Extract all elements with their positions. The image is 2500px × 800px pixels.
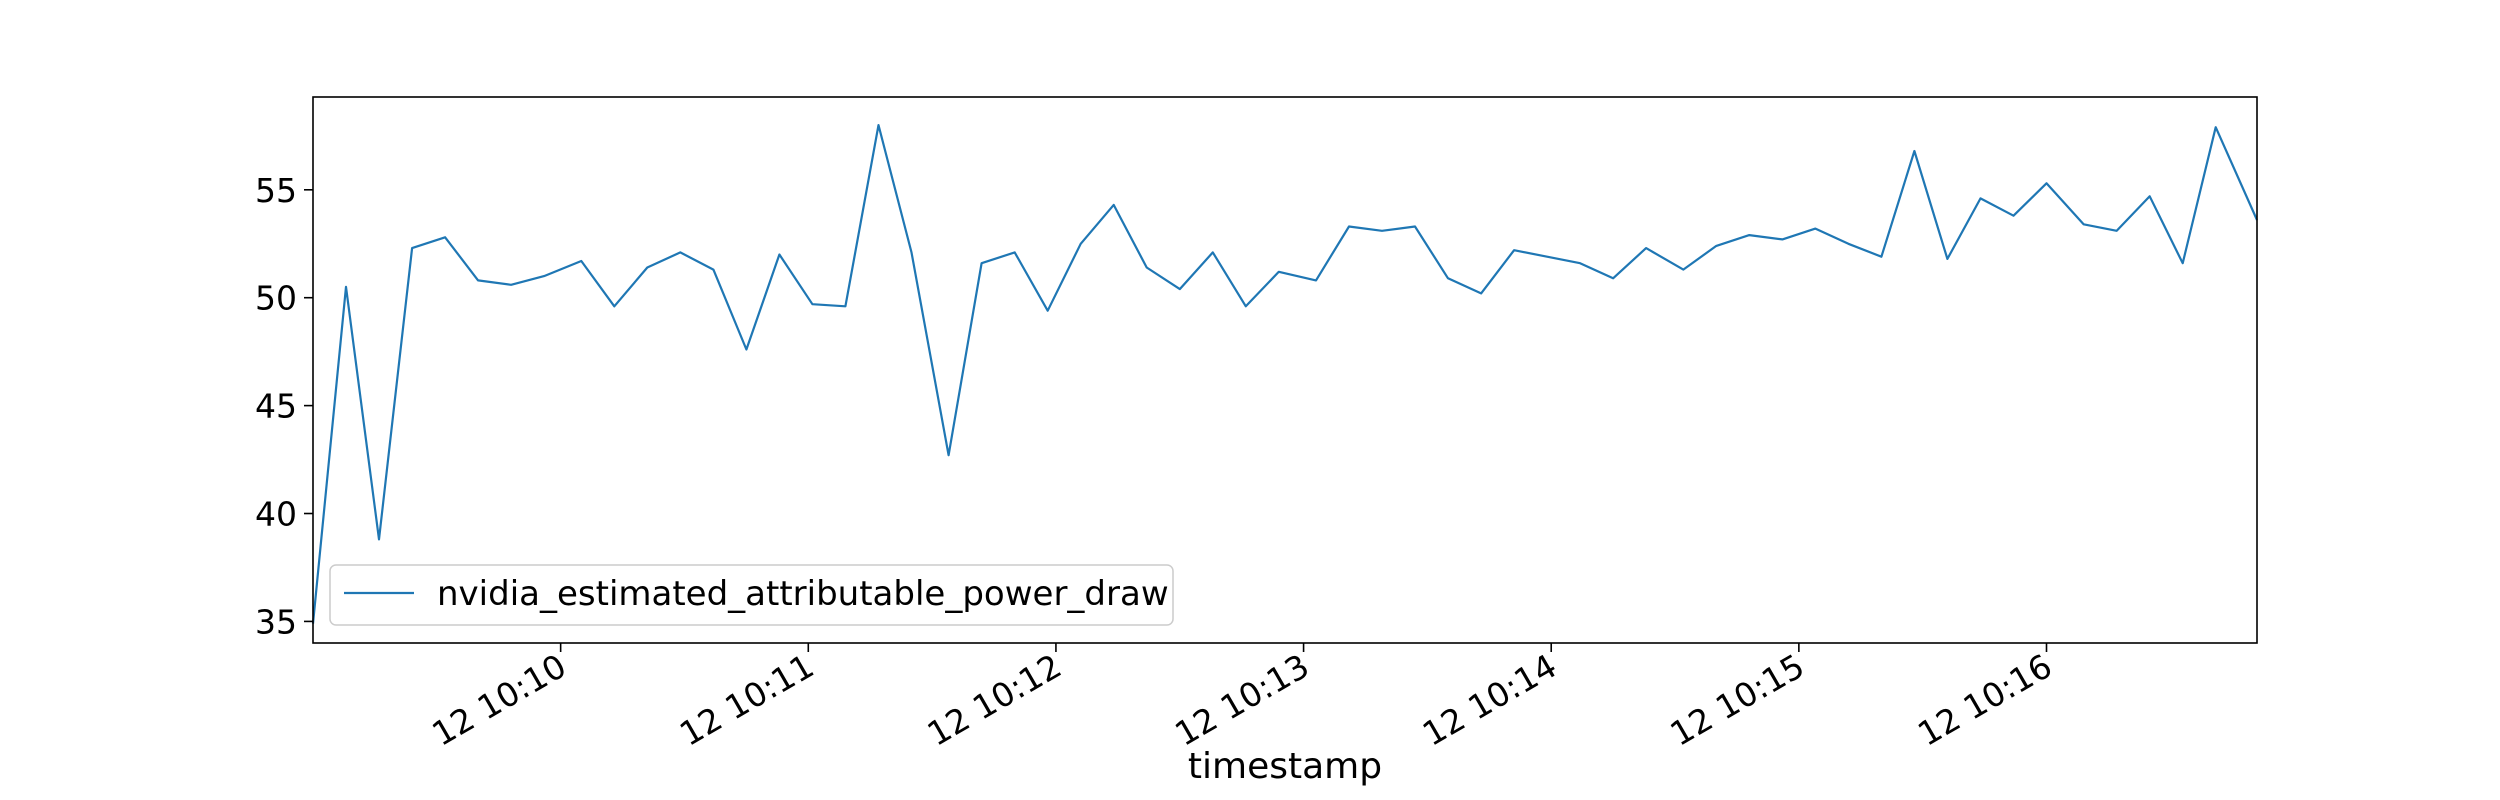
x-axis: 12 10:10 12 10:11 12 10:12 12 10:13 12 10:14… — [425, 643, 2059, 754]
y-tick-label: 35 — [255, 602, 297, 641]
x-tick-label: 12 10:13 — [1168, 646, 1315, 754]
x-tick-label: 12 10:10 — [425, 646, 572, 754]
y-tick-label: 55 — [255, 171, 297, 210]
y-tick-label: 45 — [255, 387, 297, 426]
y-tick-label: 40 — [255, 495, 297, 534]
y-tick-label: 50 — [255, 279, 297, 318]
x-axis-label: timestamp — [1188, 746, 1382, 787]
x-tick-label: 12 10:12 — [921, 646, 1068, 754]
x-tick-label: 12 10:11 — [673, 646, 820, 754]
y-axis: 35 40 45 50 55 — [255, 171, 313, 641]
legend: nvidia_estimated_attributable_power_draw — [329, 564, 1174, 626]
plot-frame — [312, 96, 2258, 644]
plot-area — [313, 97, 2257, 643]
legend-entry-label: nvidia_estimated_attributable_power_draw — [437, 574, 1169, 614]
legend-box — [329, 564, 1174, 626]
x-tick-label: 12 10:16 — [1911, 646, 2058, 754]
x-tick-label: 12 10:15 — [1664, 646, 1811, 754]
series-line — [311, 123, 2259, 624]
x-tick-label: 12 10:14 — [1416, 646, 1563, 754]
